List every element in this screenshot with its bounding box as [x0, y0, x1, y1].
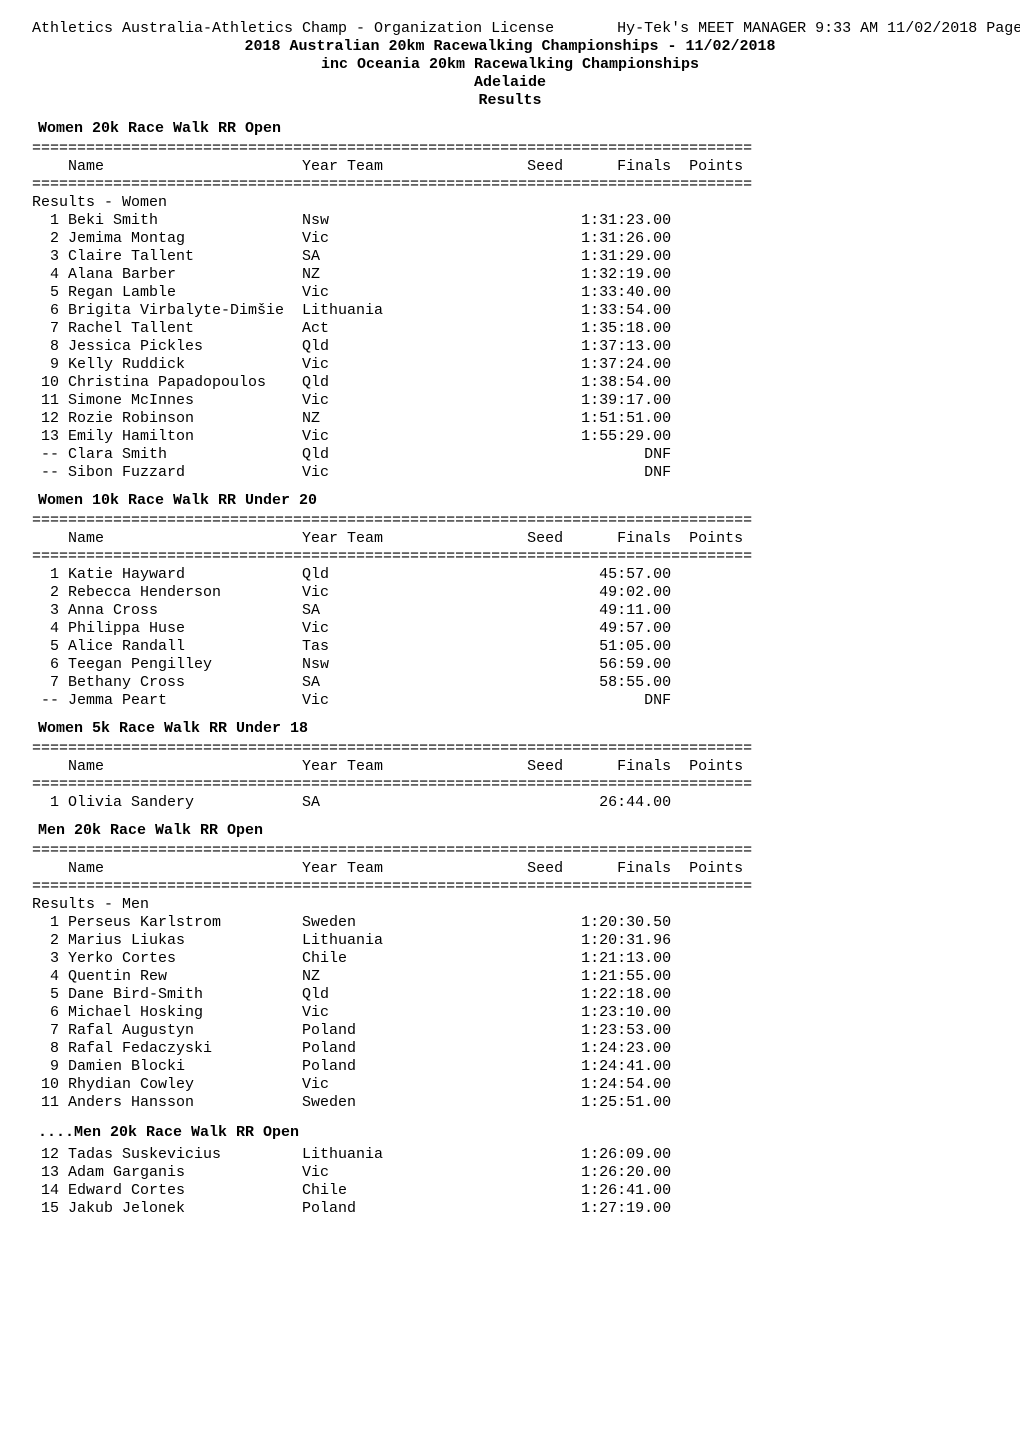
- column-headers: Name Year Team Seed Finals Points: [32, 530, 988, 548]
- result-row: 5 Alice Randall Tas 51:05.00: [32, 638, 988, 656]
- event-title: Women 10k Race Walk RR Under 20: [32, 492, 988, 510]
- page: Athletics Australia-Athletics Champ - Or…: [0, 0, 1020, 1258]
- result-row: 3 Anna Cross SA 49:11.00: [32, 602, 988, 620]
- column-headers: Name Year Team Seed Finals Points: [32, 758, 988, 776]
- rule-line: ========================================…: [32, 776, 988, 794]
- result-row: 4 Quentin Rew NZ 1:21:55.00: [32, 968, 988, 986]
- rule-line: ========================================…: [32, 878, 988, 896]
- result-row: 3 Yerko Cortes Chile 1:21:13.00: [32, 950, 988, 968]
- event-title: Men 20k Race Walk RR Open: [32, 822, 988, 840]
- result-row: -- Jemma Peart Vic DNF: [32, 692, 988, 710]
- result-row: 3 Claire Tallent SA 1:31:29.00: [32, 248, 988, 266]
- result-row: 13 Adam Garganis Vic 1:26:20.00: [32, 1164, 988, 1182]
- rule-line: ========================================…: [32, 176, 988, 194]
- result-row: 13 Emily Hamilton Vic 1:55:29.00: [32, 428, 988, 446]
- result-row: 2 Jemima Montag Vic 1:31:26.00: [32, 230, 988, 248]
- header-org-license: Athletics Australia-Athletics Champ - Or…: [32, 20, 554, 37]
- section-label: Results - Women: [32, 194, 988, 212]
- header-software-stamp: Hy-Tek's MEET MANAGER 9:33 AM 11/02/2018…: [617, 20, 1020, 37]
- header-line-1: Athletics Australia-Athletics Champ - Or…: [32, 20, 988, 38]
- event-block: Men 20k Race Walk RR Open ===============…: [32, 822, 988, 1112]
- result-row: 1 Katie Hayward Qld 45:57.00: [32, 566, 988, 584]
- result-row: 8 Jessica Pickles Qld 1:37:13.00: [32, 338, 988, 356]
- result-row: 6 Teegan Pengilley Nsw 56:59.00: [32, 656, 988, 674]
- page-header: Athletics Australia-Athletics Champ - Or…: [32, 20, 988, 110]
- result-row: 10 Christina Papadopoulos Qld 1:38:54.00: [32, 374, 988, 392]
- event-block: Women 10k Race Walk RR Under 20 =========…: [32, 492, 988, 710]
- result-row: 1 Olivia Sandery SA 26:44.00: [32, 794, 988, 812]
- result-row: -- Sibon Fuzzard Vic DNF: [32, 464, 988, 482]
- section-label: Results - Men: [32, 896, 988, 914]
- result-row: 11 Simone McInnes Vic 1:39:17.00: [32, 392, 988, 410]
- result-row: 6 Michael Hosking Vic 1:23:10.00: [32, 1004, 988, 1022]
- header-location: Adelaide: [32, 74, 988, 92]
- rule-line: ========================================…: [32, 548, 988, 566]
- result-row: 1 Beki Smith Nsw 1:31:23.00: [32, 212, 988, 230]
- result-row: 9 Damien Blocki Poland 1:24:41.00: [32, 1058, 988, 1076]
- column-headers: Name Year Team Seed Finals Points: [32, 860, 988, 878]
- result-row: 7 Bethany Cross SA 58:55.00: [32, 674, 988, 692]
- rule-line: ========================================…: [32, 740, 988, 758]
- events-container: Women 20k Race Walk RR Open =============…: [32, 120, 988, 1218]
- header-results-label: Results: [32, 92, 988, 110]
- result-row: 5 Regan Lamble Vic 1:33:40.00: [32, 284, 988, 302]
- result-row: 2 Marius Liukas Lithuania 1:20:31.96: [32, 932, 988, 950]
- header-spacer: [563, 20, 608, 37]
- result-row: 4 Philippa Huse Vic 49:57.00: [32, 620, 988, 638]
- rule-line: ========================================…: [32, 512, 988, 530]
- result-row: 11 Anders Hansson Sweden 1:25:51.00: [32, 1094, 988, 1112]
- result-row: -- Clara Smith Qld DNF: [32, 446, 988, 464]
- continuation-title: ....Men 20k Race Walk RR Open: [32, 1124, 988, 1142]
- header-meet-subtitle: inc Oceania 20km Racewalking Championshi…: [32, 56, 988, 74]
- result-row: 12 Rozie Robinson NZ 1:51:51.00: [32, 410, 988, 428]
- event-block: Women 20k Race Walk RR Open =============…: [32, 120, 988, 482]
- rule-line: ========================================…: [32, 842, 988, 860]
- event-title: Women 5k Race Walk RR Under 18: [32, 720, 988, 738]
- result-row: 15 Jakub Jelonek Poland 1:27:19.00: [32, 1200, 988, 1218]
- result-row: 5 Dane Bird-Smith Qld 1:22:18.00: [32, 986, 988, 1004]
- rule-line: ========================================…: [32, 140, 988, 158]
- result-row: 9 Kelly Ruddick Vic 1:37:24.00: [32, 356, 988, 374]
- result-row: 2 Rebecca Henderson Vic 49:02.00: [32, 584, 988, 602]
- result-row: 7 Rachel Tallent Act 1:35:18.00: [32, 320, 988, 338]
- result-row: 8 Rafal Fedaczyski Poland 1:24:23.00: [32, 1040, 988, 1058]
- result-row: 7 Rafal Augustyn Poland 1:23:53.00: [32, 1022, 988, 1040]
- result-row: 12 Tadas Suskevicius Lithuania 1:26:09.0…: [32, 1146, 988, 1164]
- result-row: 4 Alana Barber NZ 1:32:19.00: [32, 266, 988, 284]
- header-meet-title: 2018 Australian 20km Racewalking Champio…: [32, 38, 988, 56]
- event-title: Women 20k Race Walk RR Open: [32, 120, 988, 138]
- result-row: 14 Edward Cortes Chile 1:26:41.00: [32, 1182, 988, 1200]
- event-block: Women 5k Race Walk RR Under 18 ==========…: [32, 720, 988, 812]
- result-row: 10 Rhydian Cowley Vic 1:24:54.00: [32, 1076, 988, 1094]
- result-row: 6 Brigita Virbalyte-Dimšie Lithuania 1:3…: [32, 302, 988, 320]
- result-row: 1 Perseus Karlstrom Sweden 1:20:30.50: [32, 914, 988, 932]
- column-headers: Name Year Team Seed Finals Points: [32, 158, 988, 176]
